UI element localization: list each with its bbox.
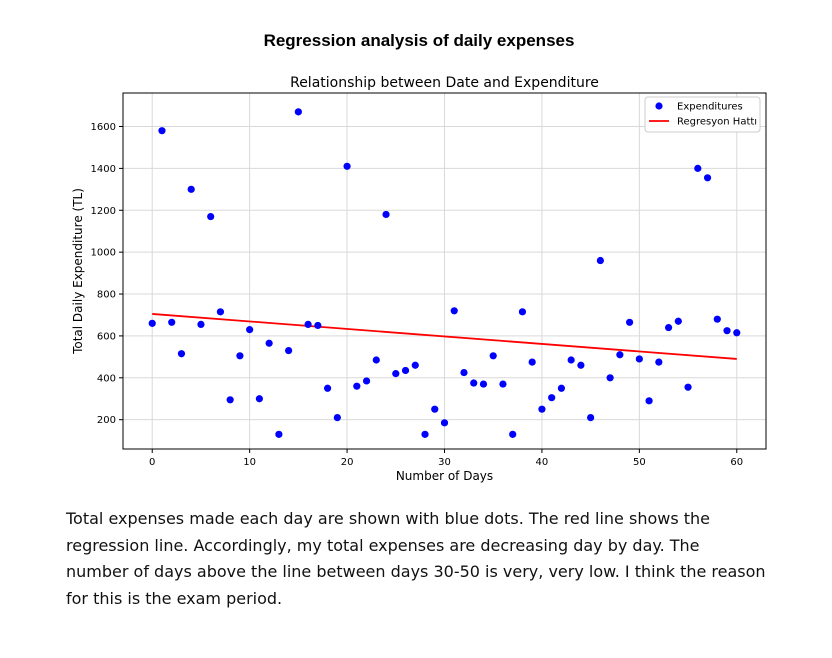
data-point: [285, 346, 293, 355]
data-point: [304, 320, 312, 328]
data-point: [674, 317, 682, 325]
plot-frame: [122, 92, 767, 450]
data-point: [168, 318, 176, 326]
page-title: Regression analysis of daily expenses: [263, 31, 575, 50]
data-point: [187, 185, 195, 193]
x-tick-label: 50: [633, 457, 646, 468]
y-tick-label: 800: [97, 290, 116, 301]
data-point: [509, 430, 517, 438]
y-tick-label: 1400: [91, 164, 116, 175]
data-point: [733, 329, 741, 337]
x-tick-label: 10: [243, 457, 256, 468]
legend-box: [644, 96, 761, 133]
data-point: [148, 319, 156, 327]
data-point: [401, 366, 410, 375]
data-point: [294, 108, 302, 116]
x-tick-label: 60: [730, 457, 743, 468]
legend-label: Expenditures: [677, 102, 743, 113]
data-point: [548, 394, 556, 402]
y-tick-label: 400: [97, 373, 116, 384]
data-point: [275, 430, 283, 438]
data-point: [703, 174, 712, 182]
data-point: [353, 382, 361, 390]
axis-ticks: 0 10 20 30 40 50 60 200 400 600 800 1000 1200 1400 160…: [91, 122, 744, 468]
y-tick-label: 1600: [91, 122, 116, 133]
data-point: [538, 405, 546, 413]
data-point: [411, 361, 419, 369]
data-point: [431, 405, 439, 413]
data-point: [177, 350, 186, 358]
data-point: [577, 361, 585, 369]
y-tick-label: 1200: [91, 206, 116, 217]
data-point: [246, 326, 254, 334]
regression-line: [152, 313, 737, 360]
data-point: [470, 379, 478, 387]
data-point: [216, 308, 225, 316]
data-point: [557, 384, 566, 392]
data-point: [616, 351, 624, 359]
data-point: [343, 162, 351, 170]
data-point: [626, 318, 634, 326]
data-point: [713, 315, 721, 323]
data-point: [635, 355, 643, 363]
data-point: [489, 352, 497, 360]
legend: Expenditures Regresyon Hattı: [644, 96, 761, 133]
legend-label: Regresyon Hattı: [677, 117, 757, 128]
data-point: [255, 395, 263, 403]
data-point: [197, 320, 205, 328]
data-point: [587, 413, 595, 422]
caption-text: Total expenses made each day are shown w…: [66, 509, 766, 608]
data-point: [655, 358, 663, 366]
data-point: [684, 383, 692, 391]
scatter-chart: Relationship between Date and Expenditur…: [71, 75, 767, 483]
data-point: [440, 419, 449, 427]
y-tick-label: 600: [97, 331, 116, 342]
x-tick-label: 40: [536, 457, 549, 468]
data-point: [265, 339, 273, 347]
data-point: [596, 256, 604, 265]
data-point: [723, 327, 731, 335]
data-point: [694, 164, 702, 172]
data-point: [382, 210, 390, 219]
data-point: [236, 352, 244, 360]
data-point: [207, 212, 215, 221]
data-point: [479, 380, 488, 388]
chart-title: Relationship between Date and Expenditur…: [290, 75, 599, 91]
data-point: [362, 377, 371, 385]
data-point: [392, 370, 400, 378]
data-point: [226, 396, 234, 404]
data-point: [528, 358, 536, 366]
x-axis-label: Number of Days: [396, 469, 493, 483]
data-point: [372, 356, 380, 364]
x-tick-label: 20: [341, 457, 354, 468]
data-point: [460, 368, 468, 377]
data-point: [421, 430, 429, 438]
data-point: [333, 413, 341, 422]
y-tick-label: 1000: [91, 248, 116, 259]
data-point: [664, 323, 673, 332]
y-axis-label: Total Daily Expenditure (TL): [71, 188, 85, 355]
data-point: [158, 127, 166, 135]
points-layer: [148, 108, 741, 438]
grid: [123, 93, 766, 449]
regression-layer: [152, 313, 737, 360]
data-point: [518, 308, 527, 316]
x-tick-label: 0: [149, 457, 155, 468]
data-point: [323, 384, 332, 392]
data-point: [567, 356, 575, 364]
data-point: [499, 380, 507, 388]
y-tick-label: 200: [97, 415, 116, 426]
data-point: [645, 397, 653, 405]
x-tick-label: 30: [438, 457, 451, 468]
legend-marker-swatch: [655, 102, 663, 110]
data-point: [450, 307, 458, 315]
data-point: [606, 374, 614, 382]
data-point: [314, 321, 322, 330]
